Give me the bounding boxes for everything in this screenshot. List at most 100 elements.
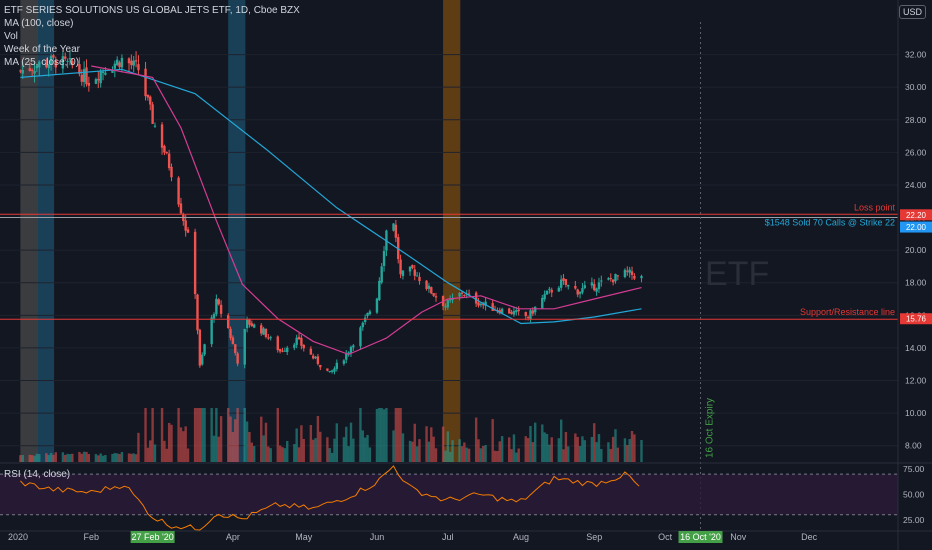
candle-body[interactable] [104,72,107,75]
candle-body[interactable] [250,323,254,327]
candle-body[interactable] [581,288,584,293]
indicator-vol[interactable]: Vol [4,31,18,42]
indicator-week[interactable]: Week of the Year [4,44,80,55]
candle-body[interactable] [458,292,461,297]
candle-body[interactable] [134,60,138,62]
candle-body[interactable] [21,69,24,74]
candle-body[interactable] [359,327,362,347]
candle-body[interactable] [597,282,601,290]
indicator-ma25[interactable]: MA (25, close, 0) [4,57,80,68]
candle-body[interactable] [545,290,549,295]
candle-body[interactable] [607,278,610,280]
candle-body[interactable] [87,82,91,86]
candle-body[interactable] [35,66,39,69]
candle-body[interactable] [165,152,168,154]
candle-body[interactable] [342,360,346,364]
candle-body[interactable] [500,308,504,314]
candle-body[interactable] [170,166,173,178]
candle-body[interactable] [281,350,284,352]
candle-body[interactable] [576,289,579,295]
candle-body[interactable] [524,312,527,317]
candle-body[interactable] [94,79,98,84]
candle-body[interactable] [130,60,133,66]
candle-body[interactable] [427,285,431,289]
candle-body[interactable] [382,251,386,266]
candle-body[interactable] [68,58,72,60]
candle-body[interactable] [127,58,131,64]
candle-body[interactable] [616,275,620,277]
candle-body[interactable] [548,288,551,290]
candle-body[interactable] [366,313,369,317]
candle-body[interactable] [392,223,395,231]
candle-body[interactable] [534,306,537,313]
candle-body[interactable] [231,337,235,345]
currency-button[interactable]: USD [898,5,926,19]
candle-body[interactable] [526,317,530,319]
candle-body[interactable] [330,370,334,372]
rsi-legend[interactable]: RSI (14, close) [4,469,71,480]
candle-body[interactable] [626,270,629,272]
candle-body[interactable] [479,303,483,306]
candle-body[interactable] [293,344,296,348]
candle-body[interactable] [564,279,568,285]
candle-body[interactable] [99,71,102,84]
candle-body[interactable] [160,124,164,148]
candle-body[interactable] [186,229,190,233]
candle-body[interactable] [328,370,331,372]
candle-body[interactable] [512,310,516,315]
indicator-ma100[interactable]: MA (100, close) [4,18,74,29]
candle-body[interactable] [248,318,251,325]
candle-body[interactable] [460,292,464,294]
candle-body[interactable] [260,325,263,334]
candle-body[interactable] [413,269,416,276]
candle-body[interactable] [115,59,119,66]
candle-body[interactable] [394,224,398,238]
candle-body[interactable] [408,266,412,272]
candle-body[interactable] [234,344,237,353]
candle-body[interactable] [418,276,421,282]
candle-body[interactable] [590,282,594,286]
candle-body[interactable] [226,315,230,329]
candle-body[interactable] [614,273,617,282]
candle-body[interactable] [314,356,317,359]
candle-body[interactable] [49,56,53,65]
candle-body[interactable] [628,269,631,273]
candle-body[interactable] [326,368,329,371]
candle-body[interactable] [212,314,216,319]
candle-body[interactable] [380,266,383,283]
candle-body[interactable] [477,302,480,306]
candle-body[interactable] [278,349,282,352]
candle-body[interactable] [562,278,565,281]
candle-body[interactable] [593,284,596,291]
candle-body[interactable] [52,55,55,58]
candle-body[interactable] [120,57,124,68]
candle-body[interactable] [484,301,487,306]
candle-body[interactable] [144,68,147,97]
candle-body[interactable] [82,69,86,83]
candle-body[interactable] [85,67,88,85]
candle-body[interactable] [30,69,34,71]
candle-body[interactable] [111,70,114,73]
candle-body[interactable] [319,364,322,368]
candle-body[interactable] [71,61,74,66]
candle-body[interactable] [515,310,518,313]
candle-body[interactable] [633,275,636,279]
candle-body[interactable] [448,299,452,301]
candle-body[interactable] [177,177,180,205]
candle-body[interactable] [430,287,433,294]
candle-body[interactable] [609,278,612,280]
candle-body[interactable] [113,63,117,69]
candle-body[interactable] [335,362,339,369]
candle-body[interactable] [401,270,405,277]
candle-body[interactable] [378,280,381,300]
candle-body[interactable] [349,346,353,354]
candle-body[interactable] [300,337,303,346]
candle-body[interactable] [623,269,627,278]
candle-body[interactable] [269,337,272,339]
candle-body[interactable] [434,296,438,298]
candle-body[interactable] [543,294,546,300]
candle-body[interactable] [491,303,494,311]
candle-body[interactable] [611,279,615,283]
candle-body[interactable] [557,287,561,292]
candle-body[interactable] [312,355,315,359]
